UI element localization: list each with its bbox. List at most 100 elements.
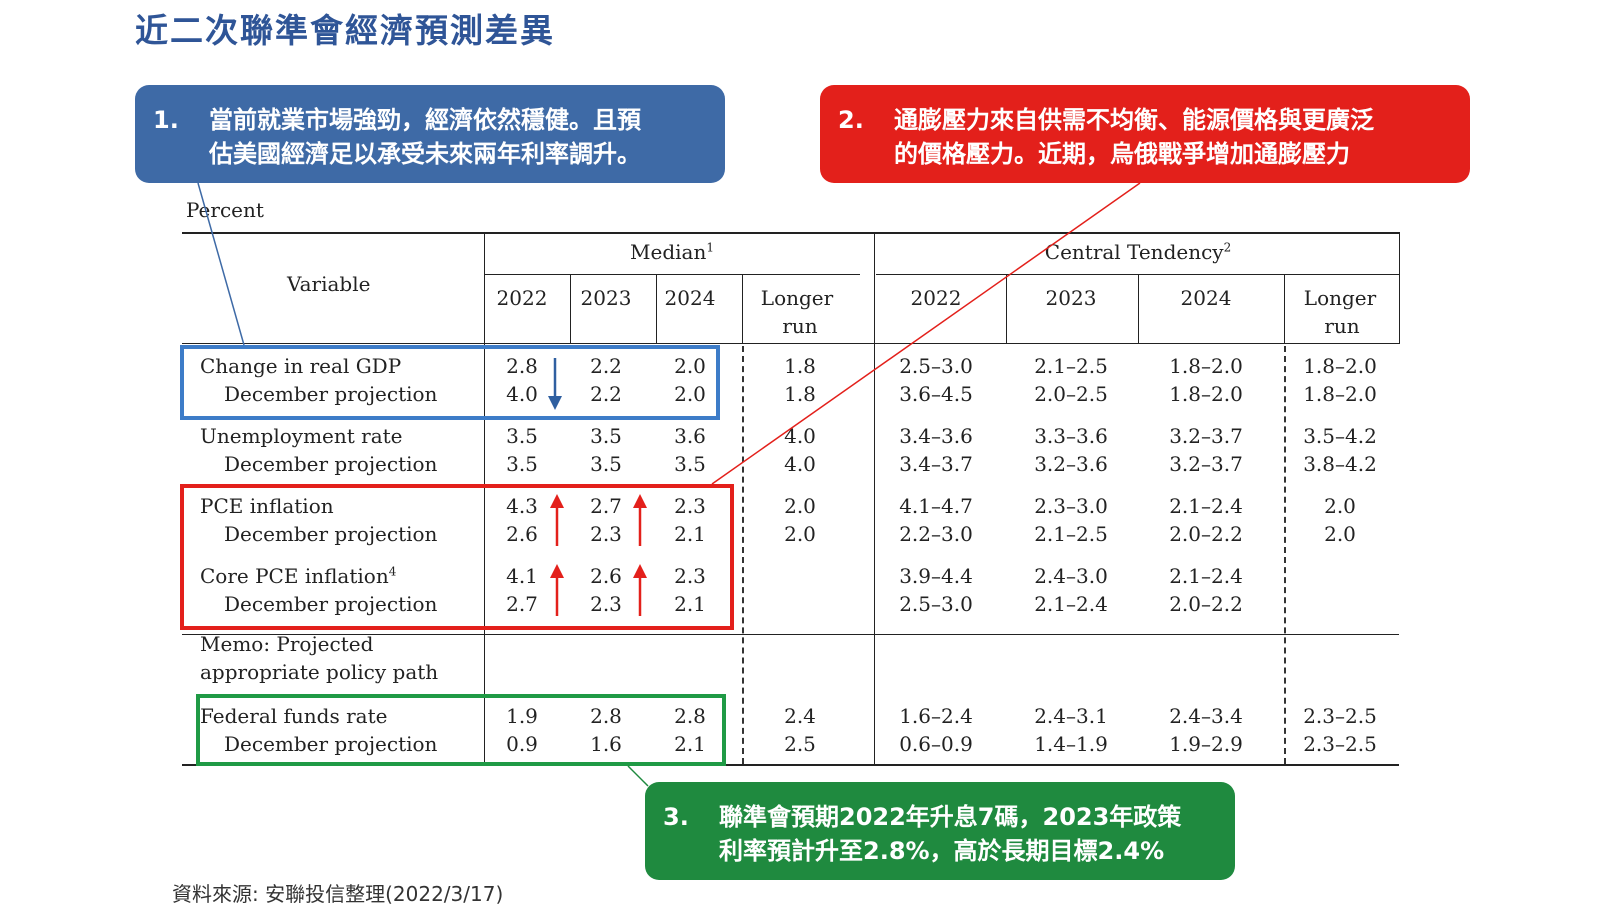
row-label-text: Core PCE inflation	[200, 564, 389, 588]
central-dec-value: 3.2–3.6	[1034, 452, 1108, 476]
year-divider	[742, 274, 743, 344]
median-dec-value: 2.3	[590, 522, 622, 546]
year-header: 2023	[580, 286, 632, 310]
central-dec-value: 0.6–0.9	[899, 732, 973, 756]
central-value: 3.3–3.6	[1034, 424, 1108, 448]
central-value: 2.4–3.1	[1034, 704, 1108, 728]
median-value: 2.8	[506, 354, 538, 378]
median-dec-value: 1.8	[784, 382, 816, 406]
central-value: 2.1–2.5	[1034, 354, 1108, 378]
central-value: 1.8–2.0	[1303, 354, 1377, 378]
central-dec-value: 1.8–2.0	[1169, 382, 1243, 406]
median-value: 2.3	[674, 564, 706, 588]
callout-line: 通膨壓力來自供需不均衡、能源價格與更廣泛	[894, 106, 1374, 134]
median-dec-value: 2.2	[590, 382, 622, 406]
median-value: 2.0	[674, 354, 706, 378]
callout-number: 2.	[838, 106, 864, 134]
central-footnote: 2	[1223, 240, 1232, 255]
central-rule	[876, 274, 1399, 275]
row-sublabel: December projection	[224, 522, 438, 546]
core-2022-up-arrow-icon	[550, 564, 564, 616]
year-header: 2024	[1180, 286, 1232, 310]
callout-line: 的價格壓力。近期，烏俄戰爭增加通膨壓力	[894, 140, 1350, 168]
central-dec-value: 3.4–3.7	[899, 452, 973, 476]
central-header-text: Central Tendency	[1044, 240, 1224, 264]
variable-header: Variable	[287, 272, 371, 296]
median-header: Median1	[630, 240, 714, 264]
central-dec-value: 2.3–2.5	[1303, 732, 1377, 756]
central-dec-value: 1.8–2.0	[1303, 382, 1377, 406]
callout1-connector-line	[197, 182, 245, 346]
year-header: 2022	[910, 286, 962, 310]
central-dec-value: 2.1–2.5	[1034, 522, 1108, 546]
median-value: 4.0	[784, 424, 816, 448]
central-value: 4.1–4.7	[899, 494, 973, 518]
year-divider	[1006, 274, 1007, 344]
median-dec-value: 0.9	[506, 732, 538, 756]
median-dec-value: 2.0	[674, 382, 706, 406]
row-sublabel: December projection	[224, 382, 438, 406]
table-top-rule	[182, 232, 1399, 234]
year-divider	[1138, 274, 1139, 344]
longer-run-dashed-divider	[1284, 346, 1286, 764]
central-value: 2.3–3.0	[1034, 494, 1108, 518]
callout-number: 3.	[663, 803, 689, 831]
central-dec-value: 3.8–4.2	[1303, 452, 1377, 476]
row-label: Federal funds rate	[200, 704, 388, 728]
year-header: 2024	[664, 286, 716, 310]
central-dec-value: 1.9–2.9	[1169, 732, 1243, 756]
row-label: PCE inflation	[200, 494, 334, 518]
callout-line: 利率預計升至2.8%，高於長期目標2.4%	[719, 837, 1165, 865]
central-dec-value: 2.2–3.0	[899, 522, 973, 546]
median-dec-value: 3.5	[590, 452, 622, 476]
median-dec-value: 2.3	[590, 592, 622, 616]
median-value: 2.4	[784, 704, 816, 728]
year-divider	[656, 274, 657, 344]
inflation-highlight-box	[180, 484, 734, 630]
median-value: 3.5	[506, 424, 538, 448]
memo-label: appropriate policy path	[200, 660, 439, 684]
central-value: 2.4–3.4	[1169, 704, 1243, 728]
central-value: 1.6–2.4	[899, 704, 973, 728]
median-value: 1.9	[506, 704, 538, 728]
median-value: 2.6	[590, 564, 622, 588]
median-value: 2.8	[590, 704, 622, 728]
median-rule	[485, 274, 860, 275]
year-header: 2023	[1045, 286, 1097, 310]
median-footnote: 1	[706, 240, 714, 255]
row-label: Change in real GDP	[200, 354, 402, 378]
central-tendency-header: Central Tendency2	[1045, 240, 1231, 264]
central-value: 1.8–2.0	[1169, 354, 1243, 378]
median-value: 2.8	[674, 704, 706, 728]
central-value: 2.0	[1324, 494, 1356, 518]
longer-run-header-run: run	[782, 314, 818, 338]
central-dec-value: 3.2–3.7	[1169, 452, 1243, 476]
median-dec-value: 2.1	[674, 592, 706, 616]
central-value: 3.9–4.4	[899, 564, 973, 588]
year-divider	[570, 274, 571, 344]
year-divider	[1284, 274, 1285, 344]
longer-run-header: Longer	[1303, 286, 1377, 310]
central-dec-value: 2.0–2.2	[1169, 522, 1243, 546]
median-dec-value: 3.5	[506, 452, 538, 476]
longer-run-header-run: run	[1324, 314, 1360, 338]
row-label: Unemployment rate	[200, 424, 403, 448]
callout3-connector-line	[627, 765, 649, 787]
median-value: 1.8	[784, 354, 816, 378]
median-value: 4.3	[506, 494, 538, 518]
central-value: 3.5–4.2	[1303, 424, 1377, 448]
central-value: 2.1–2.4	[1169, 494, 1243, 518]
median-value: 3.6	[674, 424, 706, 448]
gdp-down-arrow-icon	[548, 358, 562, 410]
callout-line: 聯準會預期2022年升息7碼，2023年政策	[719, 803, 1182, 831]
row-label: Core PCE inflation4	[200, 564, 396, 588]
memo-rule	[182, 634, 1399, 635]
central-dec-value: 2.0	[1324, 522, 1356, 546]
callout2-connector-line	[711, 182, 1141, 485]
median-value: 4.1	[506, 564, 538, 588]
median-dec-value: 2.1	[674, 732, 706, 756]
table-bottom-rule	[182, 764, 1399, 766]
right-border	[1399, 232, 1400, 344]
source-note: 資料來源: 安聯投信整理(2022/3/17)	[172, 882, 504, 906]
